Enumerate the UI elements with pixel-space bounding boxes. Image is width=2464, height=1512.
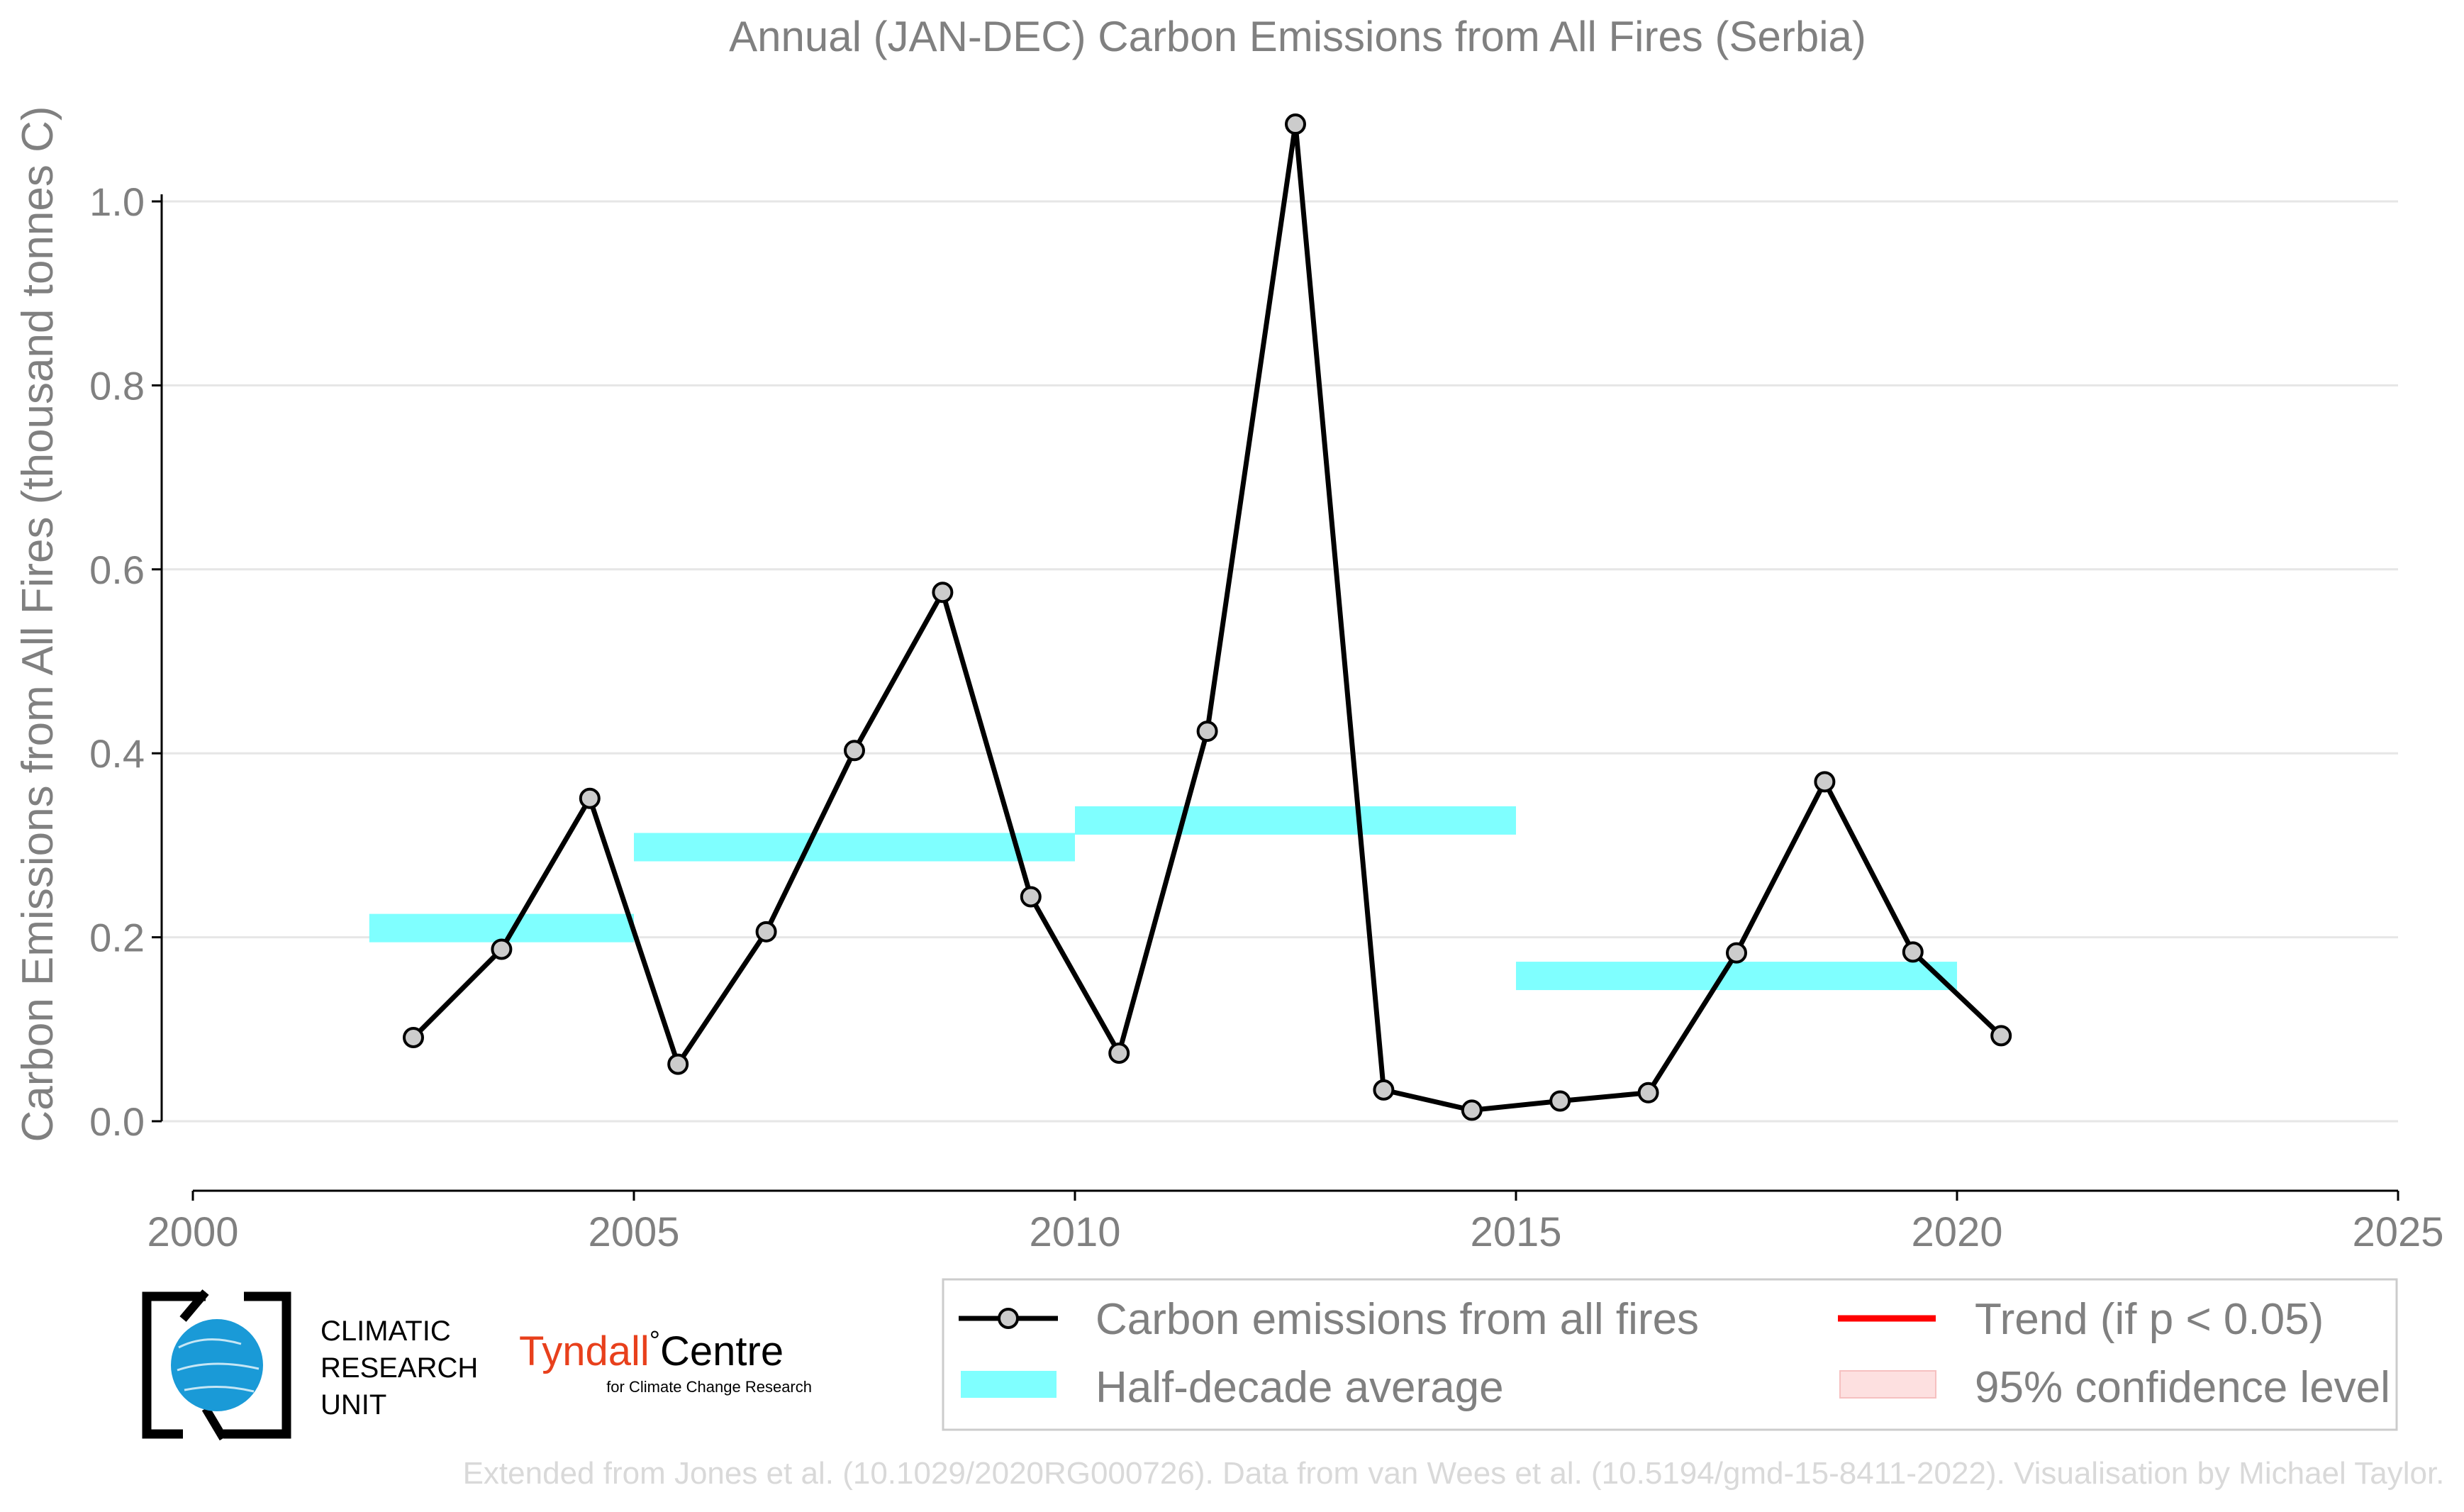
half-decade-bars <box>369 806 1957 991</box>
x-tick-label: 2005 <box>588 1209 679 1255</box>
data-point <box>1373 1079 1395 1101</box>
legend-label-series: Carbon emissions from all fires <box>1096 1295 1699 1344</box>
half-decade-bar <box>1516 962 1957 991</box>
data-point <box>1990 1025 2012 1047</box>
data-point <box>755 921 777 943</box>
y-axis-label: Carbon Emissions from All Fires (thousan… <box>13 106 62 1142</box>
globe-icon <box>171 1319 263 1411</box>
cru-logo-line-3: UNIT <box>320 1389 386 1421</box>
data-point <box>1549 1090 1571 1112</box>
cru-logo-line-1: CLIMATIC <box>320 1316 451 1347</box>
data-point <box>1196 721 1218 743</box>
data-point <box>1726 942 1747 964</box>
tyndall-subtitle: for Climate Change Research <box>606 1378 812 1396</box>
data-point <box>403 1026 424 1048</box>
gridlines <box>162 200 2398 1123</box>
tyndall-logo: Tyndall°Centre for Climate Change Resear… <box>519 1326 812 1396</box>
plot-area: 0.0 0.2 0.4 0.6 0.8 1.0 2000 2005 2010 2015 2020 20… <box>89 113 2444 1255</box>
y-tick-label: 0.6 <box>89 547 145 592</box>
data-point <box>491 938 513 960</box>
y-tick-label: 0.8 <box>89 363 145 408</box>
x-tick-label: 2025 <box>2352 1209 2443 1255</box>
legend-swatch-average <box>961 1371 1057 1398</box>
half-decade-bar <box>1075 806 1516 835</box>
data-point <box>932 582 954 604</box>
y-tick-label: 0.4 <box>89 731 145 776</box>
legend-swatch-confidence <box>1839 1370 1936 1399</box>
data-point <box>1637 1082 1659 1104</box>
data-point <box>1902 941 1924 963</box>
x-tick-label: 2010 <box>1029 1209 1120 1255</box>
legend: Carbon emissions from all fires Half-dec… <box>942 1278 2398 1431</box>
data-point <box>1285 113 1306 135</box>
legend-label-average: Half-decade average <box>1096 1363 1504 1412</box>
cru-logo-line-2: RESEARCH <box>320 1352 478 1384</box>
x-tick-label: 2015 <box>1470 1209 1561 1255</box>
y-tick-label: 0.2 <box>89 916 145 960</box>
data-point <box>844 740 865 762</box>
half-decade-bar <box>634 833 1075 862</box>
axes: 0.0 0.2 0.4 0.6 0.8 1.0 2000 2005 2010 2015 2020 20… <box>89 179 2443 1255</box>
cru-logo: CLIMATIC RESEARCH UNIT <box>142 1289 478 1441</box>
x-tick-label: 2000 <box>147 1209 238 1255</box>
y-tick-label: 0.0 <box>89 1099 145 1144</box>
legend-line-marker <box>998 1308 1019 1329</box>
data-point <box>1108 1043 1130 1064</box>
footer-credit: Extended from Jones et al. (10.1029/2020… <box>463 1456 2445 1491</box>
tyndall-name: Tyndall <box>519 1328 650 1374</box>
data-point <box>1020 886 1042 908</box>
chart-title: Annual (JAN-DEC) Carbon Emissions from A… <box>729 13 1866 60</box>
half-decade-bar <box>369 913 634 943</box>
series-markers <box>403 113 2012 1121</box>
svg-text:Tyndall°Centre: Tyndall°Centre <box>519 1326 784 1374</box>
data-point <box>579 787 601 809</box>
data-point <box>1461 1099 1483 1121</box>
legend-label-trend: Trend (if p < 0.05) <box>1975 1295 2324 1344</box>
tyndall-suffix: Centre <box>660 1328 784 1374</box>
legend-label-confidence: 95% confidence level <box>1975 1363 2390 1412</box>
data-point <box>1814 771 1836 793</box>
x-tick-label: 2020 <box>1911 1209 2002 1255</box>
data-point <box>667 1053 689 1075</box>
y-tick-label: 1.0 <box>89 179 145 224</box>
